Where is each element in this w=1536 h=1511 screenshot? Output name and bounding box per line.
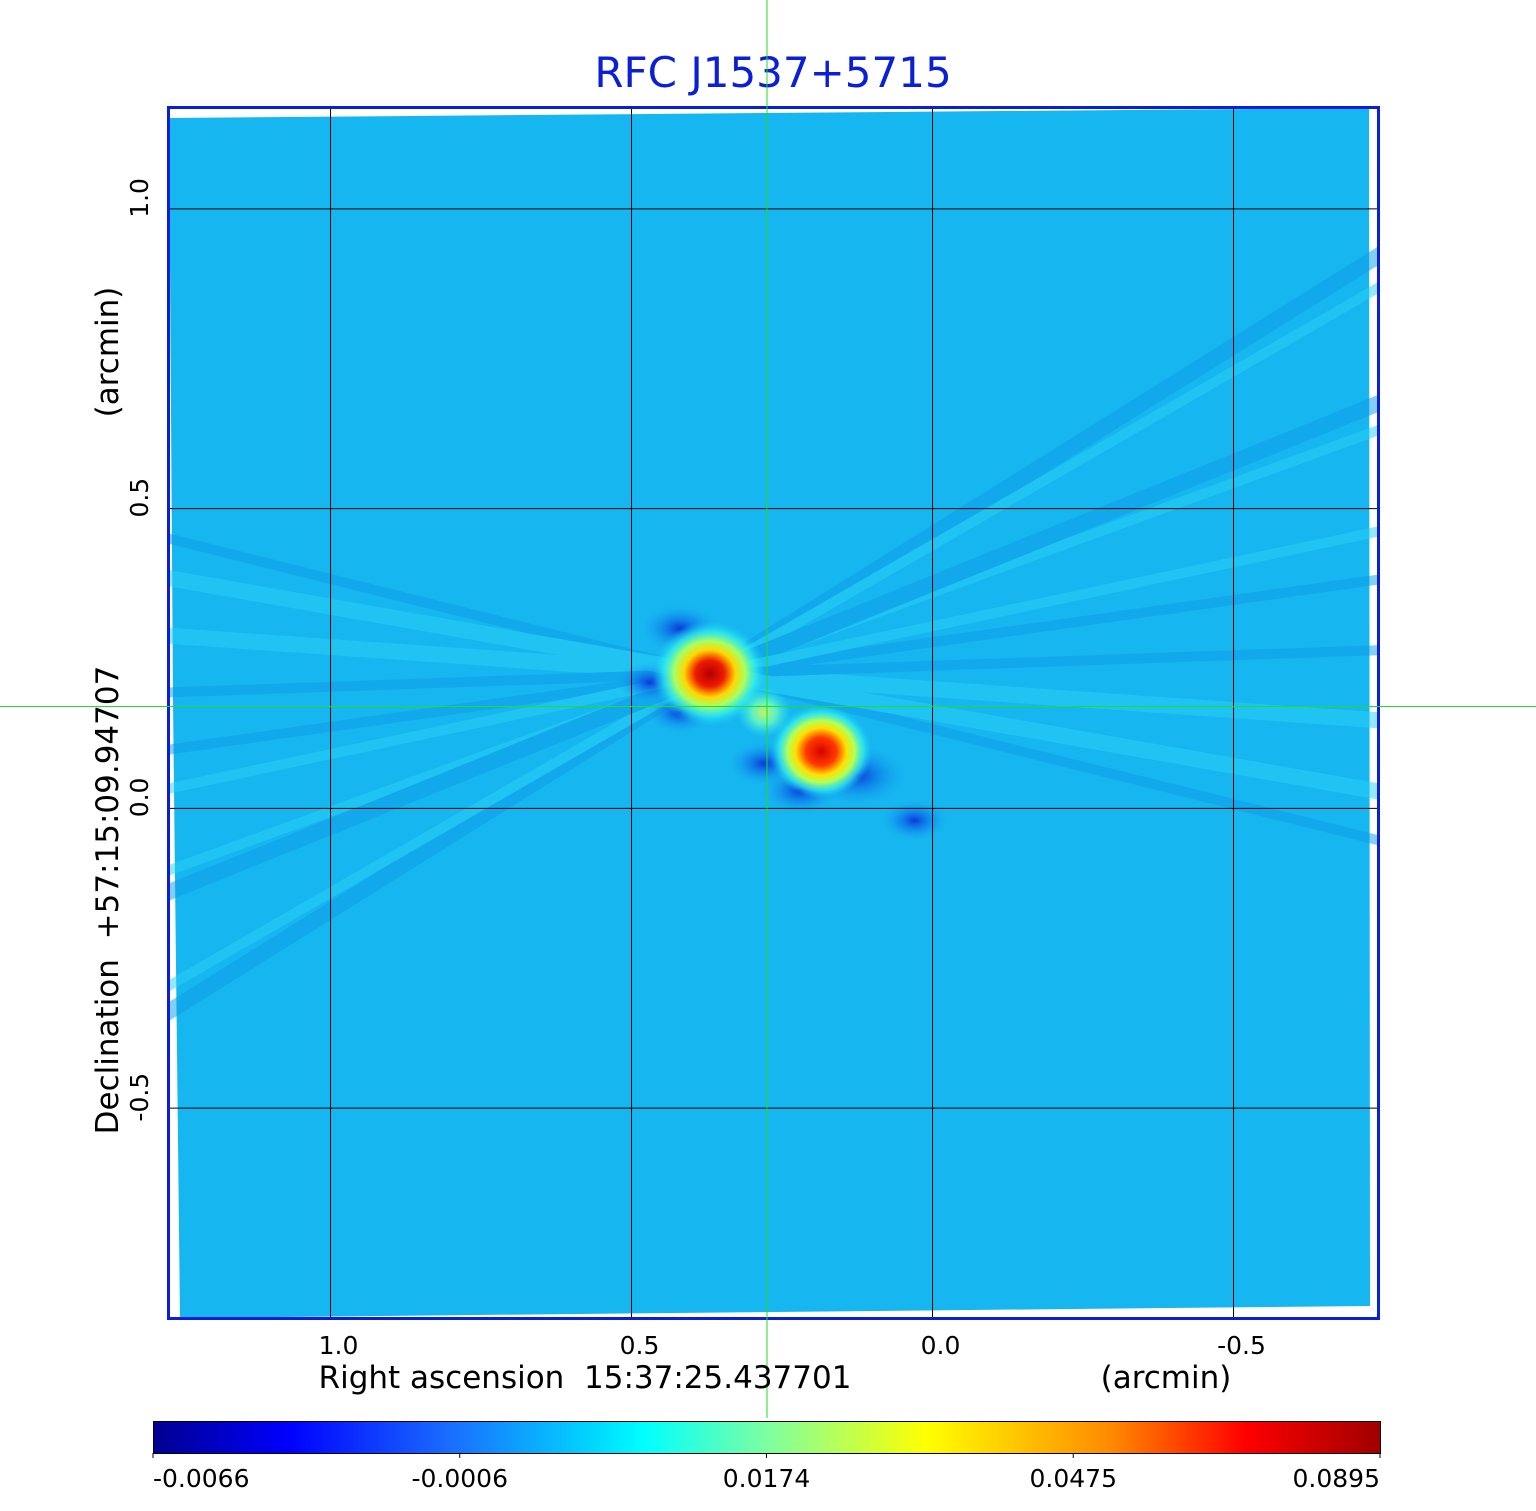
radio-source — [737, 687, 791, 738]
x-tick-label: 0.5 — [620, 1331, 660, 1360]
colorbar-tick-label: 0.0895 — [1293, 1464, 1380, 1493]
negative-feature — [880, 799, 949, 842]
radio-source — [652, 620, 768, 727]
x-tick-labels: 1.0 0.5 0.0 -0.5 — [319, 1331, 1266, 1360]
colorbar-tick-label: -0.0006 — [412, 1464, 509, 1493]
plot-frame — [167, 106, 1380, 1320]
y-tick-label: 1.0 — [125, 178, 154, 218]
coordinate-grid — [168, 107, 1378, 1318]
colorbar-tick-labels: -0.0066 -0.0006 0.0174 0.0475 0.0895 — [152, 1453, 1381, 1493]
colorbar-tick-label: -0.0066 — [153, 1464, 250, 1493]
crosshair — [0, 0, 1536, 1418]
x-tick-label: 0.0 — [921, 1331, 961, 1360]
colorbar — [153, 1421, 1381, 1454]
radio-source — [770, 704, 873, 799]
y-tick-labels: 1.0 0.5 0.0 -0.5 — [125, 178, 154, 1122]
x-axis-unit: (arcmin) — [1101, 1360, 1232, 1396]
y-tick-label: -0.5 — [125, 1073, 154, 1122]
chart-title: RFC J1537+5715 — [594, 48, 951, 97]
y-axis-label: Declination +57:15:09.94707 — [90, 666, 126, 1135]
radio-sources — [652, 620, 873, 799]
plot-area — [169, 108, 1378, 1318]
colorbar-tick-label: 0.0174 — [723, 1464, 810, 1493]
colorbar-tick-label: 0.0475 — [1030, 1464, 1117, 1493]
y-tick-label: 0.0 — [125, 778, 154, 818]
y-axis-unit: (arcmin) — [90, 287, 126, 418]
x-tick-label: -0.5 — [1217, 1331, 1266, 1360]
x-tick-label: 1.0 — [319, 1331, 359, 1360]
y-tick-label: 0.5 — [125, 478, 154, 518]
x-axis-label: Right ascension 15:37:25.437701 — [319, 1360, 852, 1396]
